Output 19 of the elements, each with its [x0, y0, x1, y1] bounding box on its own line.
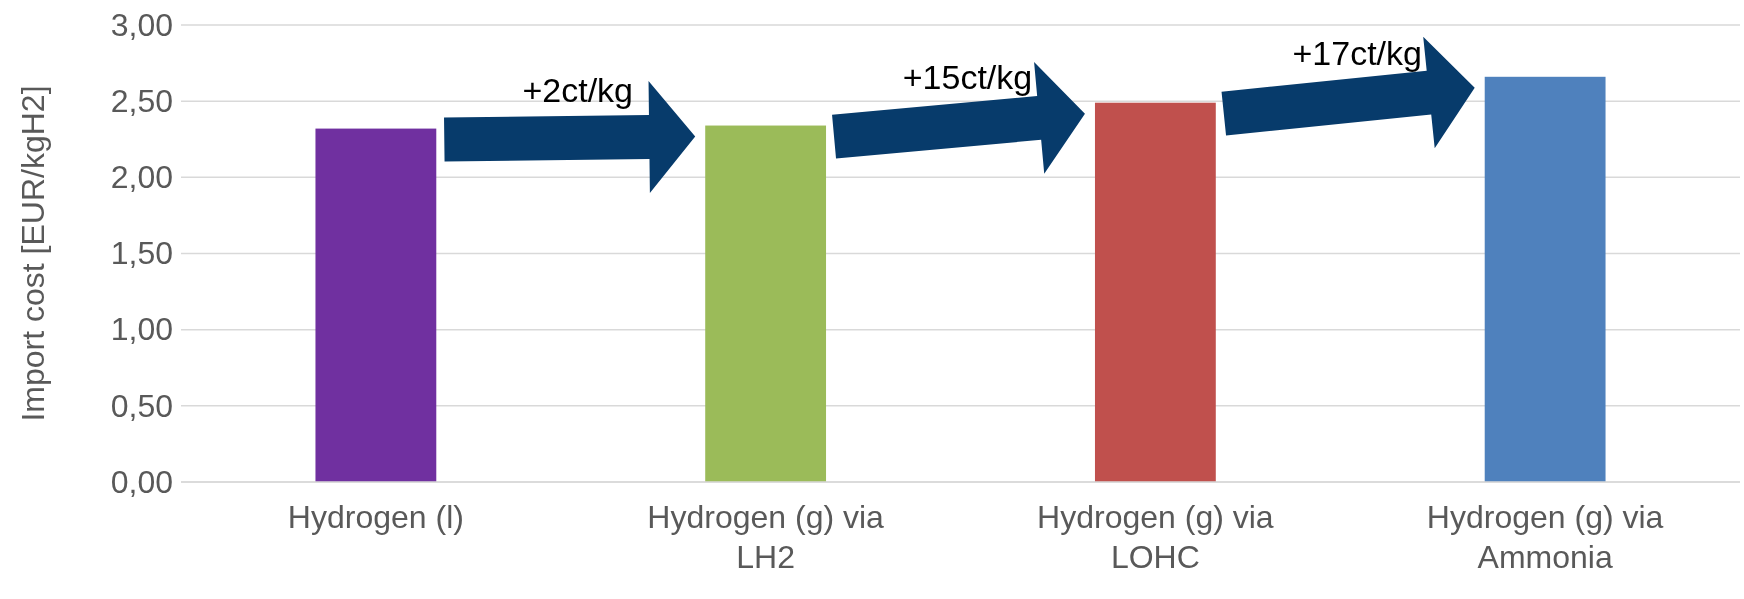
y-tick-label: 2,00 — [110, 159, 173, 196]
bar — [1094, 102, 1216, 482]
x-tick-label: Hydrogen (l) — [287, 499, 464, 535]
x-tick-label: Hydrogen (g) via Ammonia — [1426, 499, 1664, 575]
x-tick-label: Hydrogen (g) via LOHC — [1037, 499, 1274, 575]
annotation: +17ct/kg — [1292, 33, 1422, 72]
bar — [1484, 76, 1606, 482]
y-tick-label: 1,00 — [110, 311, 173, 348]
x-tick-label: Hydrogen (g) via LH2 — [647, 499, 885, 575]
bar — [315, 128, 437, 482]
y-tick-label: 3,00 — [110, 6, 173, 43]
y-tick-label: 0,50 — [110, 387, 173, 424]
annotation: +15ct/kg — [902, 58, 1033, 97]
bar — [705, 125, 827, 482]
y-tick-label: 0,00 — [110, 463, 173, 500]
y-tick-label: 2,50 — [110, 82, 173, 119]
annotation: +2ct/kg — [522, 71, 634, 110]
y-axis-title: Import cost [EUR/kgH2] — [15, 85, 51, 422]
y-tick-label: 1,50 — [110, 235, 173, 272]
